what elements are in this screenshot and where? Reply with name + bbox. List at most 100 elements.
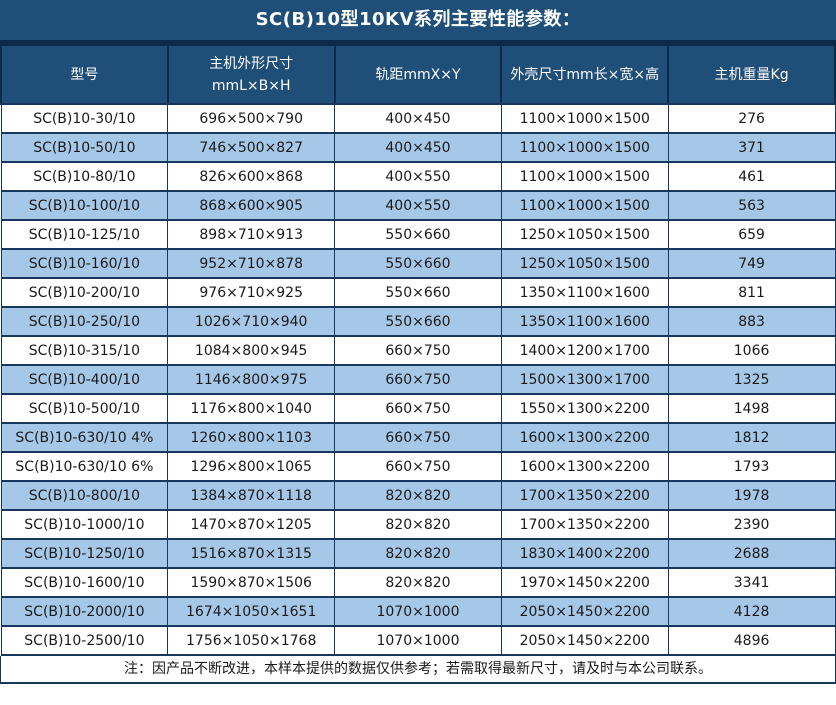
table-row: SC(B)10-400/10 1146×800×975 660×750 1500×13… [0,364,836,395]
cell-shell: 1600×1300×2200 [500,451,669,482]
cell-model: SC(B)10-160/10 [0,248,169,279]
cell-weight: 4896 [667,625,836,656]
cell-shell: 1250×1050×1500 [500,248,669,279]
cell-model: SC(B)10-50/10 [0,132,169,163]
table-row: SC(B)10-100/10 868×600×905 400×550 1100×100… [0,190,836,221]
cell-shell: 1550×1300×2200 [500,393,669,424]
table-row: SC(B)10-200/10 976×710×925 550×660 1350×110… [0,277,836,308]
table-row: SC(B)10-30/10 696×500×790 400×450 1100×1000… [0,103,836,134]
table-row: SC(B)10-630/10 6% 1296×800×1065 660×750 160… [0,451,836,482]
cell-model: SC(B)10-500/10 [0,393,169,424]
cell-weight: 749 [667,248,836,279]
cell-weight: 659 [667,219,836,250]
cell-model: SC(B)10-630/10 6% [0,451,169,482]
cell-dims: 898×710×913 [167,219,336,250]
cell-weight: 883 [667,306,836,337]
cell-gauge: 820×820 [334,538,502,569]
cell-shell: 1600×1300×2200 [500,422,669,453]
cell-model: SC(B)10-1000/10 [0,509,169,540]
column-header-label: 主机重量Kg [714,66,789,83]
cell-gauge: 400×450 [334,132,502,163]
cell-gauge: 400×450 [334,103,502,134]
cell-dims: 696×500×790 [167,103,336,134]
column-header-dims: 主机外形尺寸 mmL×B×H [166,44,336,105]
cell-dims: 1674×1050×1651 [167,596,336,627]
cell-weight: 1812 [667,422,836,453]
cell-weight: 371 [667,132,836,163]
cell-weight: 1978 [667,480,836,511]
cell-gauge: 400×550 [334,190,502,221]
cell-gauge: 820×820 [334,567,502,598]
cell-weight: 1325 [667,364,836,395]
cell-model: SC(B)10-1600/10 [0,567,169,598]
header-row: 型号 主机外形尺寸 mmL×B×H 轨距mmX×Y 外壳尺寸mm长×宽×高 主机重量Kg [0,44,836,105]
cell-shell: 1350×1100×1600 [500,277,669,308]
cell-dims: 1590×870×1506 [167,567,336,598]
cell-shell: 1830×1400×2200 [500,538,669,569]
cell-shell: 1700×1350×2200 [500,509,669,540]
cell-weight: 2688 [667,538,836,569]
table-row: SC(B)10-500/10 1176×800×1040 660×750 1550×1… [0,393,836,424]
column-header-gauge: 轨距mmX×Y [333,44,503,105]
cell-shell: 1700×1350×2200 [500,480,669,511]
cell-dims: 1470×870×1205 [167,509,336,540]
column-header-label: 型号 [70,66,99,83]
table-row: SC(B)10-315/10 1084×800×945 660×750 1400×12… [0,335,836,366]
cell-shell: 1100×1000×1500 [500,190,669,221]
column-header-model: 型号 [0,44,169,105]
table-header: 型号 主机外形尺寸 mmL×B×H 轨距mmX×Y 外壳尺寸mm长×宽×高 主机重量Kg [0,44,836,105]
column-header-weight: 主机重量Kg [667,44,836,105]
column-header-label: 轨距mmX×Y [375,66,461,83]
footnote: 注：因产品不断改进，本样本提供的数据仅供参考；若需取得最新尺寸，请及时与本公司联… [0,656,836,684]
table-body: SC(B)10-30/10 696×500×790 400×450 1100×1000… [0,103,836,656]
cell-gauge: 550×660 [334,277,502,308]
table-row: SC(B)10-1600/10 1590×870×1506 820×820 1970×… [0,567,836,598]
cell-shell: 1100×1000×1500 [500,103,669,134]
cell-weight: 2390 [667,509,836,540]
cell-shell: 1350×1100×1600 [500,306,669,337]
table-row: SC(B)10-1000/10 1470×870×1205 820×820 1700×… [0,509,836,540]
table-row: SC(B)10-1250/10 1516×870×1315 820×820 1830×… [0,538,836,569]
cell-shell: 2050×1450×2200 [500,625,669,656]
cell-dims: 1146×800×975 [167,364,336,395]
column-header-label: 外壳尺寸mm长×宽×高 [510,66,660,83]
cell-shell: 1250×1050×1500 [500,219,669,250]
cell-weight: 276 [667,103,836,134]
table-row: SC(B)10-160/10 952×710×878 550×660 1250×105… [0,248,836,279]
spec-table: 型号 主机外形尺寸 mmL×B×H 轨距mmX×Y 外壳尺寸mm长×宽×高 主机重量Kg … [0,44,836,656]
table-row: SC(B)10-2000/10 1674×1050×1651 1070×1000 20… [0,596,836,627]
cell-gauge: 660×750 [334,364,502,395]
cell-shell: 1100×1000×1500 [500,161,669,192]
cell-model: SC(B)10-315/10 [0,335,169,366]
column-header-sublabel: mmL×B×H [211,77,291,94]
cell-dims: 868×600×905 [167,190,336,221]
cell-model: SC(B)10-200/10 [0,277,169,308]
cell-dims: 1260×800×1103 [167,422,336,453]
cell-dims: 1296×800×1065 [167,451,336,482]
cell-dims: 1026×710×940 [167,306,336,337]
cell-shell: 1970×1450×2200 [500,567,669,598]
table-row: SC(B)10-630/10 4% 1260×800×1103 660×750 160… [0,422,836,453]
cell-gauge: 820×820 [334,480,502,511]
cell-gauge: 660×750 [334,393,502,424]
cell-gauge: 550×660 [334,306,502,337]
cell-dims: 746×500×827 [167,132,336,163]
cell-gauge: 820×820 [334,509,502,540]
cell-gauge: 1070×1000 [334,596,502,627]
cell-gauge: 550×660 [334,219,502,250]
cell-model: SC(B)10-800/10 [0,480,169,511]
cell-weight: 563 [667,190,836,221]
cell-dims: 952×710×878 [167,248,336,279]
cell-dims: 1756×1050×1768 [167,625,336,656]
cell-shell: 1100×1000×1500 [500,132,669,163]
cell-gauge: 550×660 [334,248,502,279]
cell-shell: 1500×1300×1700 [500,364,669,395]
cell-model: SC(B)10-630/10 4% [0,422,169,453]
cell-weight: 3341 [667,567,836,598]
cell-shell: 1400×1200×1700 [500,335,669,366]
cell-gauge: 660×750 [334,422,502,453]
column-header-shell: 外壳尺寸mm长×宽×高 [500,44,670,105]
cell-weight: 4128 [667,596,836,627]
table-row: SC(B)10-80/10 826×600×868 400×550 1100×1000… [0,161,836,192]
table-row: SC(B)10-250/10 1026×710×940 550×660 1350×11… [0,306,836,337]
